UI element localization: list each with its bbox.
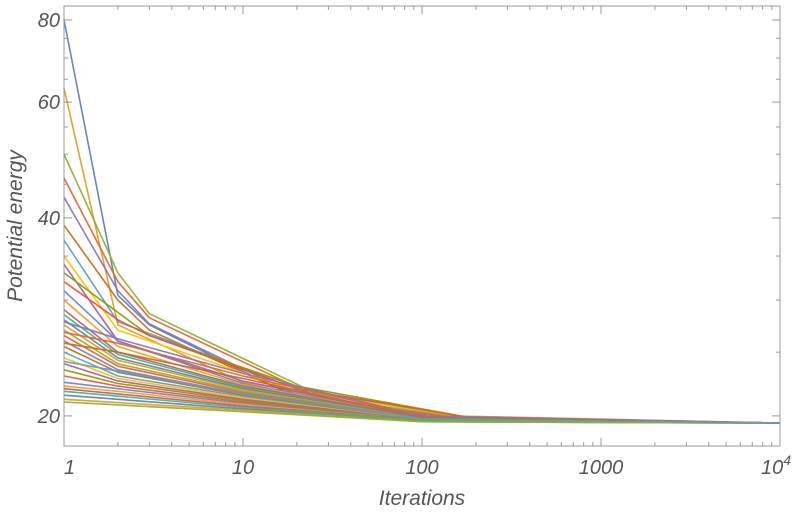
- series-line: [63, 314, 781, 424]
- series-layer: [63, 19, 781, 424]
- series-line: [63, 281, 781, 424]
- y-tick-label: 20: [37, 406, 60, 428]
- series-line: [63, 299, 781, 424]
- x-tick-label: 100: [405, 457, 438, 479]
- y-tick-label: 60: [38, 92, 60, 114]
- x-tick-label: 1: [64, 457, 75, 479]
- x-tick-label: 1000: [579, 457, 624, 479]
- y-tick-label: 40: [38, 208, 60, 230]
- series-line: [63, 321, 781, 424]
- series-line: [63, 401, 781, 424]
- series-line: [63, 342, 781, 424]
- series-line: [63, 360, 781, 424]
- x-axis-title: Iterations: [379, 487, 466, 510]
- y-axis-title: Potential energy: [4, 149, 27, 302]
- ticks-layer: 1 10 100 1000 104 20 40 60 80: [37, 6, 791, 479]
- y-tick-label: 80: [38, 10, 60, 32]
- x-tick-label: 10: [232, 457, 254, 479]
- x-tick-label: 104: [761, 452, 791, 479]
